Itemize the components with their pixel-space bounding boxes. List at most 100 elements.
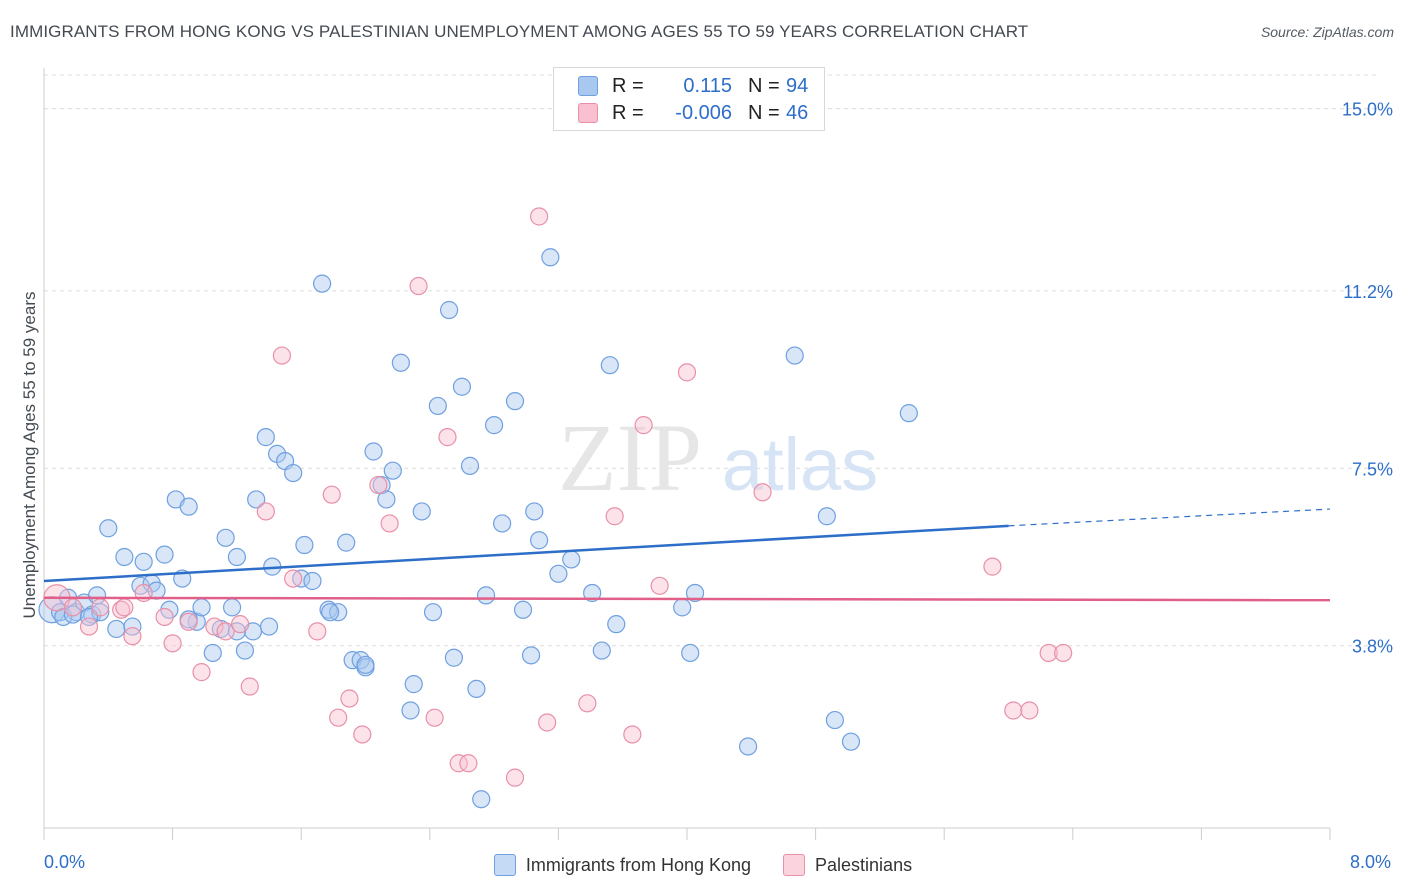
y-tick-label: 7.5% [1352, 459, 1393, 479]
hong-kong-point [123, 617, 142, 636]
chart-title: IMMIGRANTS FROM HONG KONG VS PALESTINIAN… [10, 22, 1029, 41]
palestinians-point [322, 485, 341, 504]
hong-kong-point [364, 442, 383, 461]
hong-kong-point [562, 550, 581, 569]
hong-kong-point [467, 679, 486, 699]
hong-kong-point [681, 643, 700, 663]
hong-kong-point [284, 463, 303, 483]
hong-kong-point [476, 586, 496, 605]
palestinians-point [1020, 701, 1039, 720]
trend-line-hong-kong [43, 524, 1009, 583]
y-axis-label: Unemployment Among Ages 55 to 59 years [20, 291, 39, 619]
hong-kong-point [259, 617, 279, 636]
palestinians-point [634, 416, 653, 435]
palestinians-point [578, 694, 597, 713]
legend-r-value: 0.115 [683, 74, 732, 97]
hong-kong-point [179, 497, 198, 516]
hong-kong-point [192, 598, 211, 617]
hong-kong-point [235, 641, 255, 660]
hong-kong-point [505, 392, 525, 411]
hong-kong-point [817, 507, 836, 526]
hong-kong-point [785, 346, 804, 365]
hong-kong-point [303, 571, 322, 591]
hong-kong-point [356, 655, 375, 675]
palestinians-point [284, 569, 303, 588]
hong-kong-point [87, 586, 107, 605]
legend-row-hong-kong: R = 0.115 N = 94 [578, 74, 808, 98]
hong-kong-point [525, 502, 544, 521]
palestinians-point [79, 617, 99, 636]
hong-kong-point [600, 356, 619, 375]
series-hong-kong-points [38, 248, 918, 809]
hong-kong-point [738, 737, 758, 756]
hong-kong-point [513, 600, 533, 619]
hong-kong-point [134, 552, 153, 571]
palestinians-point [677, 363, 697, 382]
hong-kong-point [592, 641, 611, 660]
watermark: ZIP atlas [558, 404, 878, 511]
hong-kong-point [423, 603, 443, 622]
watermark-zip: ZIP [558, 404, 702, 511]
legend-row-palestinians: R = -0.006 N = 46 [578, 101, 808, 125]
palestinians-point [538, 713, 557, 732]
hong-kong-point [404, 675, 423, 694]
palestinians-point [623, 725, 642, 744]
trend-line-hong-kong-extension [1008, 508, 1331, 527]
hong-kong-point [452, 377, 472, 396]
palestinians-point [155, 607, 174, 627]
hong-kong-point [493, 514, 512, 533]
hong-kong-point [428, 396, 447, 416]
axes [43, 68, 1331, 840]
palestinians-point [438, 428, 457, 447]
legend-r-value: -0.006 [675, 101, 732, 124]
palestinians-point [650, 576, 669, 595]
hong-kong-point [256, 428, 275, 447]
x-tick-label-max: 8.0% [1350, 852, 1392, 872]
hong-kong-point [107, 619, 126, 639]
hong-kong-point [222, 598, 242, 617]
palestinians-point [530, 207, 549, 226]
series-name-hong-kong: Immigrants from Hong Kong [525, 854, 752, 875]
palestinians-point [308, 622, 327, 641]
hong-kong-point [530, 531, 549, 550]
palestinians-point [216, 622, 235, 641]
y-tick-labels: 3.8% 7.5% 11.2% 15.0% [1342, 100, 1393, 657]
hong-kong-point [460, 456, 480, 475]
palestinians-point [449, 754, 468, 773]
hong-kong-point [549, 564, 568, 583]
legend-n-label: N = [748, 101, 780, 124]
palestinians-point [1054, 643, 1073, 663]
palestinians-point [272, 346, 292, 365]
series-legend-item-hong-kong[interactable]: Immigrants from Hong Kong [493, 854, 752, 876]
legend-swatch-hong-kong [578, 76, 598, 96]
hong-kong-point [541, 248, 560, 267]
series-legend-item-palestinians[interactable]: Palestinians [783, 854, 912, 876]
hong-kong-point [583, 583, 602, 603]
hong-kong-point [521, 646, 541, 665]
palestinians-point [329, 708, 348, 727]
hong-kong-point [321, 603, 340, 622]
palestinians-point [91, 598, 110, 617]
palestinians-point [240, 677, 259, 696]
palestinians-point [231, 615, 250, 634]
palestinians-point [369, 475, 388, 495]
palestinians-point [179, 612, 198, 631]
legend-n-value: 94 [786, 74, 809, 97]
palestinians-point [63, 598, 83, 617]
hong-kong-point [472, 790, 491, 809]
hong-kong-point [391, 353, 410, 372]
palestinians-point [380, 514, 399, 533]
hong-kong-point [337, 533, 356, 552]
trend-line-palestinians [43, 596, 1331, 602]
legend-n-value: 46 [786, 101, 809, 124]
source-label: Source: ZipAtlas.com [1260, 24, 1394, 40]
hong-kong-point [203, 643, 222, 663]
legend-r-label: R = [612, 74, 644, 97]
palestinians-point [409, 276, 428, 296]
hong-kong-point [607, 615, 626, 634]
hong-kong-point [444, 648, 464, 667]
palestinians-point [983, 557, 1002, 576]
palestinians-point [192, 663, 211, 682]
palestinians-point [205, 617, 224, 636]
palestinians-point [425, 708, 444, 727]
